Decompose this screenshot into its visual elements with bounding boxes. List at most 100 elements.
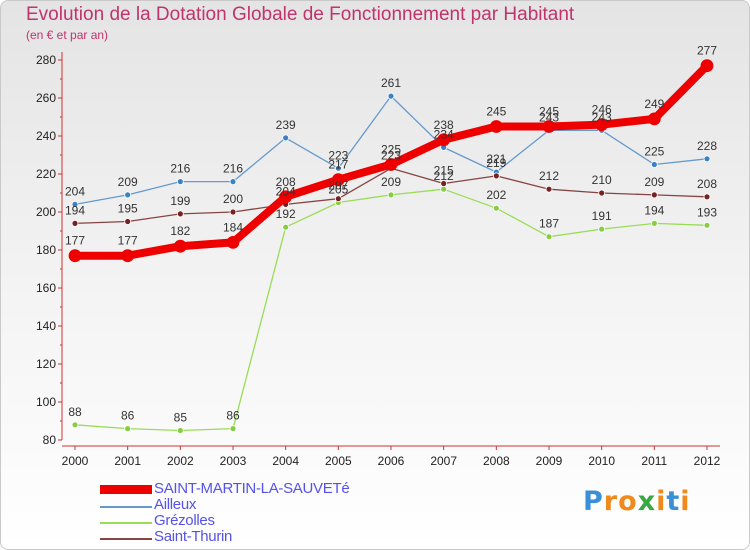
data-label-grezolles: 194 — [644, 203, 664, 217]
data-label-saint-martin-la-sauvete: 245 — [539, 105, 559, 119]
legend-swatch-saint-thurin — [100, 538, 152, 540]
logo-letter: r — [603, 486, 619, 517]
data-label-saint-martin-la-sauvete: 208 — [276, 175, 296, 189]
data-point-saint-martin-la-sauvete — [437, 133, 451, 147]
legend-item-saint-thurin: Saint-Thurin — [100, 528, 420, 546]
data-label-ailleux: 239 — [276, 118, 296, 132]
legend-swatch-grezolles — [100, 522, 152, 524]
y-tick-label: 220 — [36, 167, 56, 181]
y-tick-label: 80 — [43, 433, 57, 447]
legend-item-ailleux: Ailleux — [100, 496, 420, 514]
legend-label-grezolles: Grézolles — [154, 512, 215, 529]
data-label-ailleux: 209 — [118, 175, 138, 189]
data-label-saint-thurin: 219 — [486, 156, 506, 170]
y-tick-label: 100 — [36, 395, 56, 409]
series-saint-martin-la-sauvete — [68, 59, 714, 263]
y-tick-label: 240 — [36, 129, 56, 143]
data-label-grezolles: 212 — [434, 169, 454, 183]
legend-label-saint-martin: SAINT-MARTIN-LA-SAUVETé — [154, 480, 350, 497]
data-label-saint-thurin: 209 — [644, 175, 664, 189]
data-label-saint-thurin: 207 — [328, 179, 348, 193]
data-point-saint-martin-la-sauvete — [68, 249, 82, 263]
logo-letter: t — [666, 486, 681, 517]
data-label-saint-martin-la-sauvete: 245 — [486, 105, 506, 119]
data-point-saint-martin-la-sauvete — [595, 118, 609, 131]
data-label-grezolles: 205 — [328, 183, 348, 197]
data-point-saint-thurin — [650, 191, 658, 199]
proxiti-logo: Proxiti — [583, 486, 691, 517]
data-point-grezolles — [71, 421, 79, 429]
y-tick-label: 140 — [36, 319, 56, 333]
data-label-ailleux: 234 — [434, 127, 454, 141]
data-point-saint-martin-la-sauvete — [121, 249, 135, 263]
data-point-grezolles — [229, 425, 237, 433]
data-label-grezolles: 187 — [539, 217, 559, 231]
data-label-saint-martin-la-sauvete: 249 — [644, 97, 664, 111]
data-point-saint-thurin — [440, 180, 448, 187]
data-point-saint-thurin — [124, 218, 132, 225]
x-tick-label: 2007 — [430, 454, 457, 468]
data-point-ailleux — [124, 191, 132, 199]
x-tick-label: 2006 — [378, 454, 405, 468]
data-point-ailleux — [650, 161, 658, 168]
y-tick-label: 200 — [36, 205, 56, 219]
x-tick-label: 2009 — [536, 454, 563, 468]
legend-item-grezolles: Grézolles — [100, 512, 420, 530]
data-point-grezolles — [387, 191, 395, 199]
series-layer — [68, 59, 714, 434]
data-point-grezolles — [703, 221, 711, 229]
logo-letter: P — [583, 486, 604, 517]
data-point-saint-thurin — [229, 208, 237, 216]
data-label-ailleux: 243 — [539, 110, 559, 124]
logo-letter: i — [680, 486, 691, 517]
data-point-grezolles — [598, 225, 606, 233]
legend-swatch-saint-martin — [100, 485, 152, 494]
data-point-ailleux — [334, 164, 342, 172]
data-label-grezolles: 209 — [381, 175, 401, 189]
logo-letter: x — [637, 486, 657, 517]
data-label-ailleux: 223 — [328, 148, 348, 162]
data-label-ailleux: 221 — [486, 152, 506, 166]
data-label-grezolles: 193 — [697, 205, 717, 219]
data-label-saint-martin-la-sauvete: 238 — [434, 118, 454, 132]
data-point-grezolles — [650, 219, 658, 227]
data-point-ailleux — [282, 134, 290, 142]
data-point-saint-martin-la-sauvete — [331, 173, 345, 187]
y-tick-label: 180 — [36, 243, 56, 257]
y-tick-label: 280 — [36, 53, 56, 67]
x-tick-label: 2012 — [694, 454, 721, 468]
data-point-saint-thurin — [71, 219, 79, 227]
data-point-grezolles — [282, 223, 290, 231]
data-point-saint-martin-la-sauvete — [647, 112, 661, 126]
data-point-saint-martin-la-sauvete — [173, 239, 187, 253]
logo-letter: o — [618, 486, 638, 517]
data-label-saint-thurin: 199 — [170, 194, 190, 208]
data-point-saint-martin-la-sauvete — [279, 190, 293, 204]
data-point-ailleux — [229, 178, 237, 186]
data-label-saint-thurin: 215 — [434, 164, 454, 178]
data-label-saint-martin-la-sauvete: 217 — [328, 158, 348, 172]
x-tick-label: 2008 — [483, 454, 510, 468]
x-tick-label: 2000 — [62, 454, 89, 468]
data-point-saint-thurin — [598, 189, 606, 197]
data-point-saint-thurin — [492, 172, 500, 180]
x-tick-label: 2002 — [167, 454, 194, 468]
data-label-saint-martin-la-sauvete: 277 — [697, 44, 717, 58]
data-label-saint-thurin: 204 — [276, 184, 296, 198]
y-tick-label: 160 — [36, 281, 56, 295]
legend-item-saint-martin: SAINT-MARTIN-LA-SAUVETé — [100, 480, 420, 498]
data-label-ailleux: 243 — [592, 110, 612, 124]
legend-label-saint-thurin: Saint-Thurin — [154, 528, 233, 545]
data-point-grezolles — [440, 185, 448, 193]
data-point-saint-martin-la-sauvete — [700, 59, 714, 73]
data-label-saint-martin-la-sauvete: 225 — [381, 143, 401, 157]
data-label-saint-thurin: 194 — [65, 203, 85, 217]
data-point-saint-thurin — [176, 210, 184, 218]
data-label-saint-thurin: 208 — [697, 177, 717, 191]
data-label-saint-martin-la-sauvete: 246 — [592, 103, 612, 117]
data-label-grezolles: 202 — [486, 188, 506, 202]
x-tick-label: 2001 — [114, 454, 141, 468]
data-label-grezolles: 192 — [276, 207, 296, 221]
